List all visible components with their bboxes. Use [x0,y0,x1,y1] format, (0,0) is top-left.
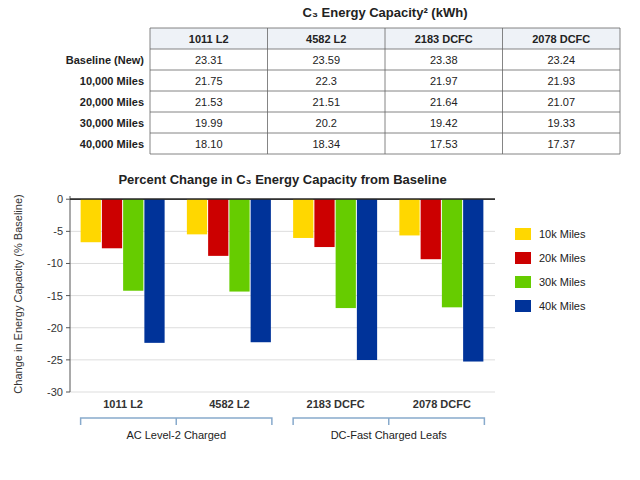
table-cell: 21.97 [430,75,458,87]
table-cell: 22.3 [316,75,337,87]
tick-mark [66,327,70,328]
tick-mark [66,263,70,264]
table-row-header: Baseline (New) [66,54,145,66]
bars [81,199,484,361]
bar [208,199,228,256]
table-row-header: 30,000 Miles [80,117,144,129]
category-label: 1011 L2 [103,398,143,410]
grid-line [70,359,495,360]
legend-label: 30k Miles [539,276,586,288]
tick-label: -10 [47,257,63,269]
table-cell: 19.33 [547,117,575,129]
bar [81,199,101,242]
table-cell: 23.38 [430,54,458,66]
table-cell: 20.2 [316,117,337,129]
bar [229,199,249,291]
table-rule [385,28,386,154]
table-column-header: 4582 L2 [306,33,346,45]
table-rule [150,28,151,154]
bar [421,199,441,259]
legend-swatch [515,300,531,312]
table-cell: 21.07 [547,96,575,108]
bar [293,199,313,238]
zero-line [70,199,495,200]
table-row-header: 20,000 Miles [80,96,144,108]
table-cell: 23.31 [195,54,223,66]
tick-label: -25 [47,354,63,366]
table-cell: 19.99 [195,117,223,129]
bar [463,199,483,361]
bar [102,199,122,248]
table-cell: 23.24 [547,54,575,66]
table-cell: 17.53 [430,138,458,150]
table-cell: 18.34 [312,138,340,150]
legend: 10k Miles 20k Miles 30k Miles 40k Miles [515,228,586,312]
bar [314,199,334,247]
annotation: AC Level-2 Charged [126,429,226,441]
tick-mark [66,295,70,296]
table-cell: 21.75 [195,75,223,87]
legend-label: 10k Miles [539,228,586,240]
table-title: C₃ Energy Capacity² (kWh) [303,5,468,20]
annotation: DC-Fast Charged Leafs [331,429,448,441]
bar [144,199,164,343]
bar [123,199,143,291]
bar [442,199,462,307]
tick-mark [66,392,70,393]
tick-label: -5 [53,225,63,237]
tick-mark [66,231,70,232]
table-cell: 17.37 [547,138,575,150]
chart-root: C₃ Energy Capacity² (kWh) 1011 L2 4582 L2 2… [0,0,640,480]
table-cell: 19.42 [430,117,458,129]
table-cell: 21.93 [547,75,575,87]
table-cell: 21.53 [195,96,223,108]
category-label: 2183 DCFC [307,398,365,410]
table-column-header: 2078 DCFC [532,33,590,45]
table-cell: 23.59 [312,54,340,66]
bar [399,199,419,235]
table-rule [620,28,621,154]
table-rule [267,28,268,154]
legend-label: 20k Miles [539,252,586,264]
table-cell: 18.10 [195,138,223,150]
bar [357,199,377,360]
tick-label: 0 [57,193,63,205]
bracket: DC-Fast Charged Leafs [293,418,484,441]
grid-line [70,199,495,200]
category-label: 4582 L2 [209,398,249,410]
table-row-header: 10,000 Miles [80,75,144,87]
tick-label: -15 [47,290,63,302]
table-cell: 21.64 [430,96,458,108]
legend-label: 40k Miles [539,300,586,312]
table-row-header: 40,000 Miles [80,138,144,150]
legend-swatch [515,228,531,240]
legend-swatch [515,276,531,288]
grid-line [70,327,495,328]
bracket-line [293,418,484,425]
table: C₃ Energy Capacity² (kWh) 1011 L2 4582 L2 2… [66,5,620,154]
tick-label: -20 [47,322,63,334]
table-column-header: 1011 L2 [189,33,229,45]
y-axis: 0 -5 -10 -15 -20 -25 -30 [47,193,495,398]
grid-line [70,295,495,296]
tick-label: -30 [47,386,63,398]
bar [336,199,356,308]
legend-swatch [515,252,531,264]
table-column-header: 2183 DCFC [415,33,473,45]
y-axis-line [70,196,71,392]
bracket-line [81,418,272,425]
bar [251,199,271,342]
grid-line [70,392,495,393]
table-rule [502,28,503,154]
y-axis-label: Change in Energy Capacity (% Baseline) [12,194,24,393]
tick-mark [66,359,70,360]
table-cell: 21.51 [312,96,340,108]
tick-mark [66,199,70,200]
bar [187,199,207,234]
bracket: AC Level-2 Charged [81,418,272,441]
category-label: 2078 DCFC [413,398,471,410]
chart-title: Percent Change in C₃ Energy Capacity fro… [118,172,446,187]
